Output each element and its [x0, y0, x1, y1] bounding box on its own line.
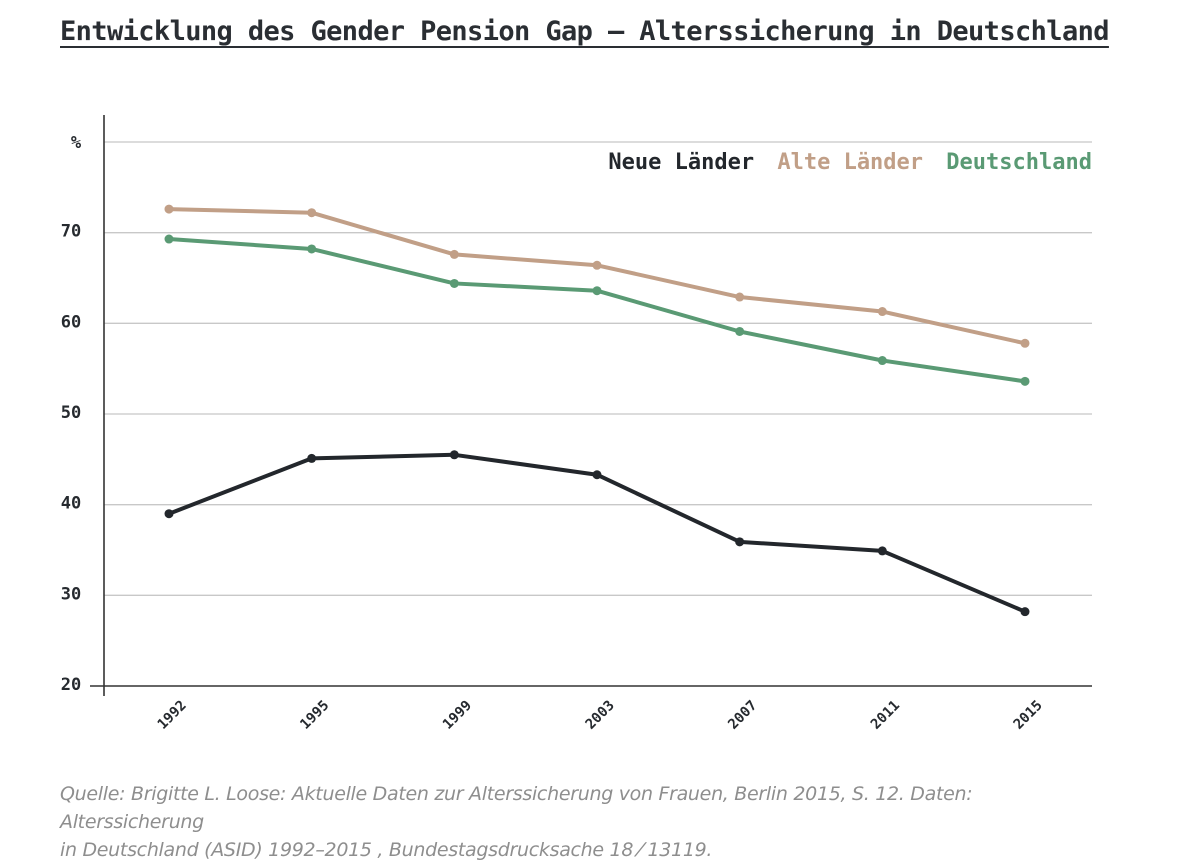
- series-lines: [164, 204, 1030, 617]
- x-tick-label: 1995: [297, 698, 332, 733]
- data-point: [735, 537, 745, 547]
- y-tick-label: 40: [61, 494, 81, 514]
- x-tick-label: 2007: [725, 698, 760, 733]
- y-tick-label: 30: [61, 584, 81, 604]
- grid-lines: [104, 141, 1092, 596]
- data-point: [449, 278, 459, 288]
- x-tick-label: 1999: [440, 698, 475, 733]
- y-tick-labels: 20 30 40 50 60 70: [61, 222, 81, 695]
- y-tick-label: 70: [61, 222, 81, 242]
- legend-item-deutschland: Deutschland: [946, 150, 1092, 175]
- data-point: [735, 326, 745, 336]
- data-point: [449, 450, 459, 460]
- x-tick-label: 2011: [868, 698, 903, 733]
- x-tick-label: 2015: [1011, 698, 1046, 733]
- source-note: Quelle: Brigitte L. Loose: Aktuelle Date…: [60, 780, 1120, 864]
- series-line: [167, 237, 1027, 384]
- data-point: [877, 307, 887, 317]
- y-tick-label: 60: [61, 312, 81, 332]
- data-point: [1020, 338, 1030, 348]
- data-point: [307, 244, 317, 254]
- data-point: [164, 234, 174, 244]
- axes: [90, 115, 1092, 696]
- legend: Neue Länder Alte Länder Deutschland: [598, 150, 1092, 175]
- data-point: [307, 453, 317, 463]
- data-point: [735, 292, 745, 302]
- x-tick-labels: 1992 1995 1999 2003 2007 2011 2015: [155, 698, 1046, 733]
- y-tick-label: 20: [61, 675, 81, 695]
- chart-title: Entwicklung des Gender Pension Gap – Alt…: [60, 16, 1110, 47]
- data-point: [449, 249, 459, 259]
- data-point: [1020, 376, 1030, 386]
- source-line-2: in Deutschland (ASID) 1992–2015 , Bundes…: [60, 839, 713, 861]
- source-line-1: Quelle: Brigitte L. Loose: Aktuelle Date…: [60, 783, 973, 833]
- x-tick-label: 1992: [155, 698, 190, 733]
- y-tick-label: 50: [61, 403, 81, 423]
- data-point: [877, 546, 887, 556]
- data-point: [307, 208, 317, 218]
- line-chart: 20 30 40 50 60 70 1992 1995 1999 2003 2007 2011 201…: [61, 115, 1092, 733]
- legend-item-alte-laender: Alte Länder: [777, 150, 924, 175]
- data-point: [877, 356, 887, 366]
- data-point: [164, 509, 174, 519]
- data-point: [592, 286, 602, 296]
- data-point: [592, 260, 602, 270]
- data-point: [1020, 607, 1030, 617]
- data-point: [164, 204, 174, 214]
- y-axis-label: %: [71, 133, 82, 153]
- data-point: [592, 470, 602, 480]
- x-tick-label: 2003: [583, 698, 618, 733]
- legend-item-neue-laender: Neue Länder: [608, 150, 755, 175]
